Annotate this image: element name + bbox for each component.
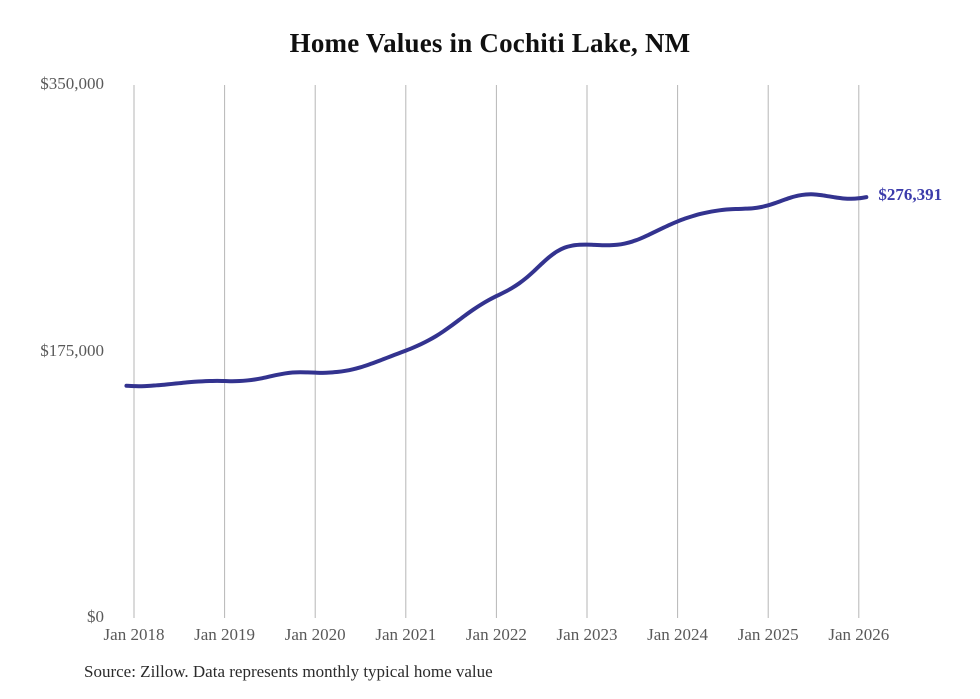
x-axis-tick-label: Jan 2019	[194, 625, 256, 644]
x-axis-tick-label: Jan 2025	[737, 625, 799, 644]
x-axis-tick-label: Jan 2023	[556, 625, 618, 644]
x-axis-tick-label: Jan 2022	[465, 625, 527, 644]
gridlines-group	[133, 85, 860, 618]
x-axis-tick-label: Jan 2021	[375, 625, 437, 644]
chart-title: Home Values in Cochiti Lake, NM	[289, 28, 691, 58]
data-series-group	[124, 192, 869, 389]
x-axis-tick-label: Jan 2020	[284, 625, 346, 644]
end-value-annotation: $276,391	[878, 185, 943, 205]
source-note: Source: Zillow. Data represents monthly …	[84, 662, 493, 681]
y-axis-tick-label: $0	[87, 607, 104, 626]
x-axis-tick-label: Jan 2026	[828, 625, 890, 644]
y-axis-tick-label: $350,000	[40, 74, 104, 93]
x-axis-tick-label: Jan 2018	[103, 625, 165, 644]
x-axis-tick-label: Jan 2024	[647, 625, 709, 644]
y-axis-tick-label: $175,000	[40, 340, 104, 360]
series-line-typical-home-value	[124, 192, 869, 389]
